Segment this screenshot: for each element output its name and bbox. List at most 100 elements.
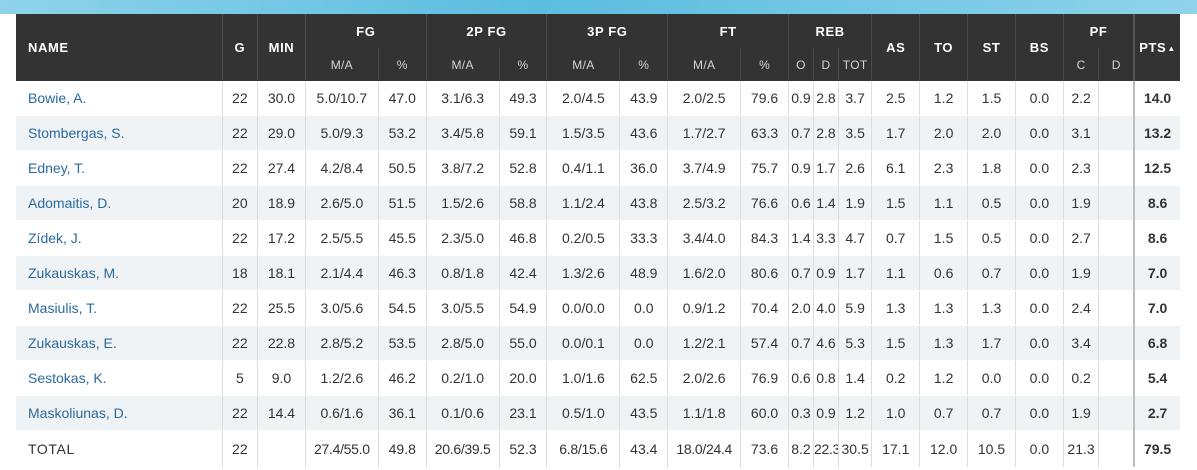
cell-g: 22	[221, 290, 258, 326]
col-header-pf-c[interactable]: C	[1062, 48, 1099, 81]
cell-st: 1.7	[967, 325, 1016, 361]
cell-reb-tot: 3.5	[837, 115, 872, 151]
cell-to: 1.2	[919, 360, 968, 396]
total-g: 22	[221, 430, 258, 467]
cell-to: 2.3	[919, 150, 968, 186]
total-label: TOTAL	[16, 430, 223, 467]
cell-reb-o: 2.0	[788, 290, 814, 326]
cell-ft-pct: 80.6	[740, 255, 789, 291]
cell-fg-ma: 2.6/5.0	[304, 185, 379, 221]
cell-fg-ma: 4.2/8.4	[304, 150, 379, 186]
col-header-as[interactable]: AS	[871, 14, 920, 81]
player-link[interactable]: Stombergas, S.	[28, 125, 125, 141]
player-link[interactable]: Zukauskas, M.	[28, 265, 120, 281]
cell-fg-pct: 47.0	[377, 81, 427, 116]
col-header-pf-d[interactable]: D	[1098, 48, 1135, 81]
cell-g: 20	[221, 185, 258, 221]
cell-st: 1.8	[967, 150, 1016, 186]
cell-g: 22	[221, 81, 258, 116]
cell-pf-c: 0.2	[1062, 360, 1099, 396]
col-header-3pfg-pct[interactable]: %	[619, 48, 668, 81]
col-header-st[interactable]: ST	[967, 14, 1016, 81]
cell-name: Stombergas, S.	[16, 115, 223, 151]
cell-ft-ma: 3.4/4.0	[667, 220, 741, 256]
cell-as: 1.5	[871, 185, 920, 221]
cell-pf-c: 3.1	[1062, 115, 1099, 151]
cell-reb-tot: 1.9	[837, 185, 872, 221]
col-header-3pfg-ma[interactable]: M/A	[546, 48, 620, 81]
player-link[interactable]: Maskoliunas, D.	[28, 405, 128, 421]
cell-reb-d: 1.4	[812, 185, 839, 221]
cell-ft-pct: 76.9	[740, 360, 789, 396]
cell-pf-d	[1098, 360, 1135, 396]
cell-reb-tot: 5.9	[837, 290, 872, 326]
player-stats-table: NAME G MIN FG 2P FG 3P FG FT REB AS TO S…	[16, 14, 1180, 467]
cell-st: 0.5	[967, 220, 1016, 256]
col-header-2pfg-pct[interactable]: %	[498, 48, 547, 81]
col-header-fg-ma[interactable]: M/A	[304, 48, 379, 81]
col-header-3pfg: 3P FG	[546, 14, 668, 48]
cell-3pfg-pct: 33.3	[619, 220, 668, 256]
total-2pfg-ma: 20.6/39.5	[425, 430, 500, 467]
cell-ft-ma: 2.0/2.6	[667, 360, 741, 396]
player-link[interactable]: Sestokas, K.	[28, 370, 107, 386]
col-header-pts-label: PTS	[1139, 40, 1167, 55]
player-link[interactable]: Masiulis, T.	[28, 300, 97, 316]
col-header-2pfg-ma[interactable]: M/A	[425, 48, 500, 81]
col-header-pf: PF	[1062, 14, 1135, 48]
cell-ft-ma: 0.9/1.2	[667, 290, 741, 326]
cell-as: 1.3	[871, 290, 920, 326]
table-row: Adomaitis, D. 20 18.9 2.6/5.0 51.5 1.5/2…	[16, 185, 1180, 221]
cell-to: 2.0	[919, 115, 968, 151]
cell-ft-ma: 2.0/2.5	[667, 81, 741, 116]
cell-reb-d: 4.6	[812, 325, 839, 361]
cell-3pfg-ma: 0.0/0.1	[546, 325, 620, 361]
player-link[interactable]: Bowie, A.	[28, 90, 87, 106]
cell-min: 18.9	[257, 185, 306, 221]
cell-fg-pct: 46.3	[377, 255, 427, 291]
total-pf-d	[1098, 430, 1135, 467]
cell-reb-tot: 5.3	[837, 325, 872, 361]
player-link[interactable]: Edney, T.	[28, 160, 86, 176]
cell-2pfg-ma: 1.5/2.6	[425, 185, 500, 221]
col-header-min[interactable]: MIN	[257, 14, 306, 81]
total-fg-pct: 49.8	[377, 430, 427, 467]
col-header-reb-d[interactable]: D	[812, 48, 839, 81]
table-row: Maskoliunas, D. 22 14.4 0.6/1.6 36.1 0.1…	[16, 395, 1180, 431]
cell-reb-d: 2.8	[812, 81, 839, 116]
cell-st: 0.7	[967, 395, 1016, 431]
col-header-ft-ma[interactable]: M/A	[667, 48, 741, 81]
col-header-g[interactable]: G	[221, 14, 258, 81]
cell-pf-d	[1098, 255, 1135, 291]
col-header-reb: REB	[787, 14, 872, 48]
cell-pf-d	[1098, 220, 1135, 256]
player-link[interactable]: Zukauskas, E.	[28, 335, 117, 351]
player-link[interactable]: Adomaitis, D.	[28, 195, 112, 211]
cell-pf-c: 2.4	[1062, 290, 1099, 326]
cell-fg-ma: 0.6/1.6	[304, 395, 379, 431]
cell-fg-pct: 50.5	[377, 150, 427, 186]
col-header-reb-o[interactable]: O	[788, 48, 814, 81]
sort-descending-triangle-icon[interactable]: ▲	[1167, 44, 1176, 53]
cell-bs: 0.0	[1014, 255, 1064, 291]
col-header-pts[interactable]: PTS▲	[1133, 14, 1180, 81]
cell-bs: 0.0	[1014, 395, 1064, 431]
col-header-fg-pct[interactable]: %	[377, 48, 427, 81]
cell-3pfg-pct: 43.5	[619, 395, 668, 431]
total-reb-d: 22.3	[812, 430, 839, 467]
col-header-ft-pct[interactable]: %	[740, 48, 789, 81]
cell-pts: 13.2	[1133, 115, 1180, 151]
cell-2pfg-pct: 55.0	[498, 325, 547, 361]
col-header-bs[interactable]: BS	[1014, 14, 1064, 81]
cell-3pfg-ma: 1.0/1.6	[546, 360, 620, 396]
cell-g: 18	[221, 255, 258, 291]
table-row: Bowie, A. 22 30.0 5.0/10.7 47.0 3.1/6.3 …	[16, 81, 1180, 116]
player-link[interactable]: Zídek, J.	[28, 230, 82, 246]
col-header-name[interactable]: NAME	[16, 14, 223, 81]
cell-reb-o: 0.6	[788, 360, 814, 396]
col-header-reb-tot[interactable]: TOT	[837, 48, 872, 81]
cell-ft-ma: 2.5/3.2	[667, 185, 741, 221]
cell-fg-pct: 46.2	[377, 360, 427, 396]
total-3pfg-ma: 6.8/15.6	[546, 430, 620, 467]
col-header-to[interactable]: TO	[919, 14, 968, 81]
